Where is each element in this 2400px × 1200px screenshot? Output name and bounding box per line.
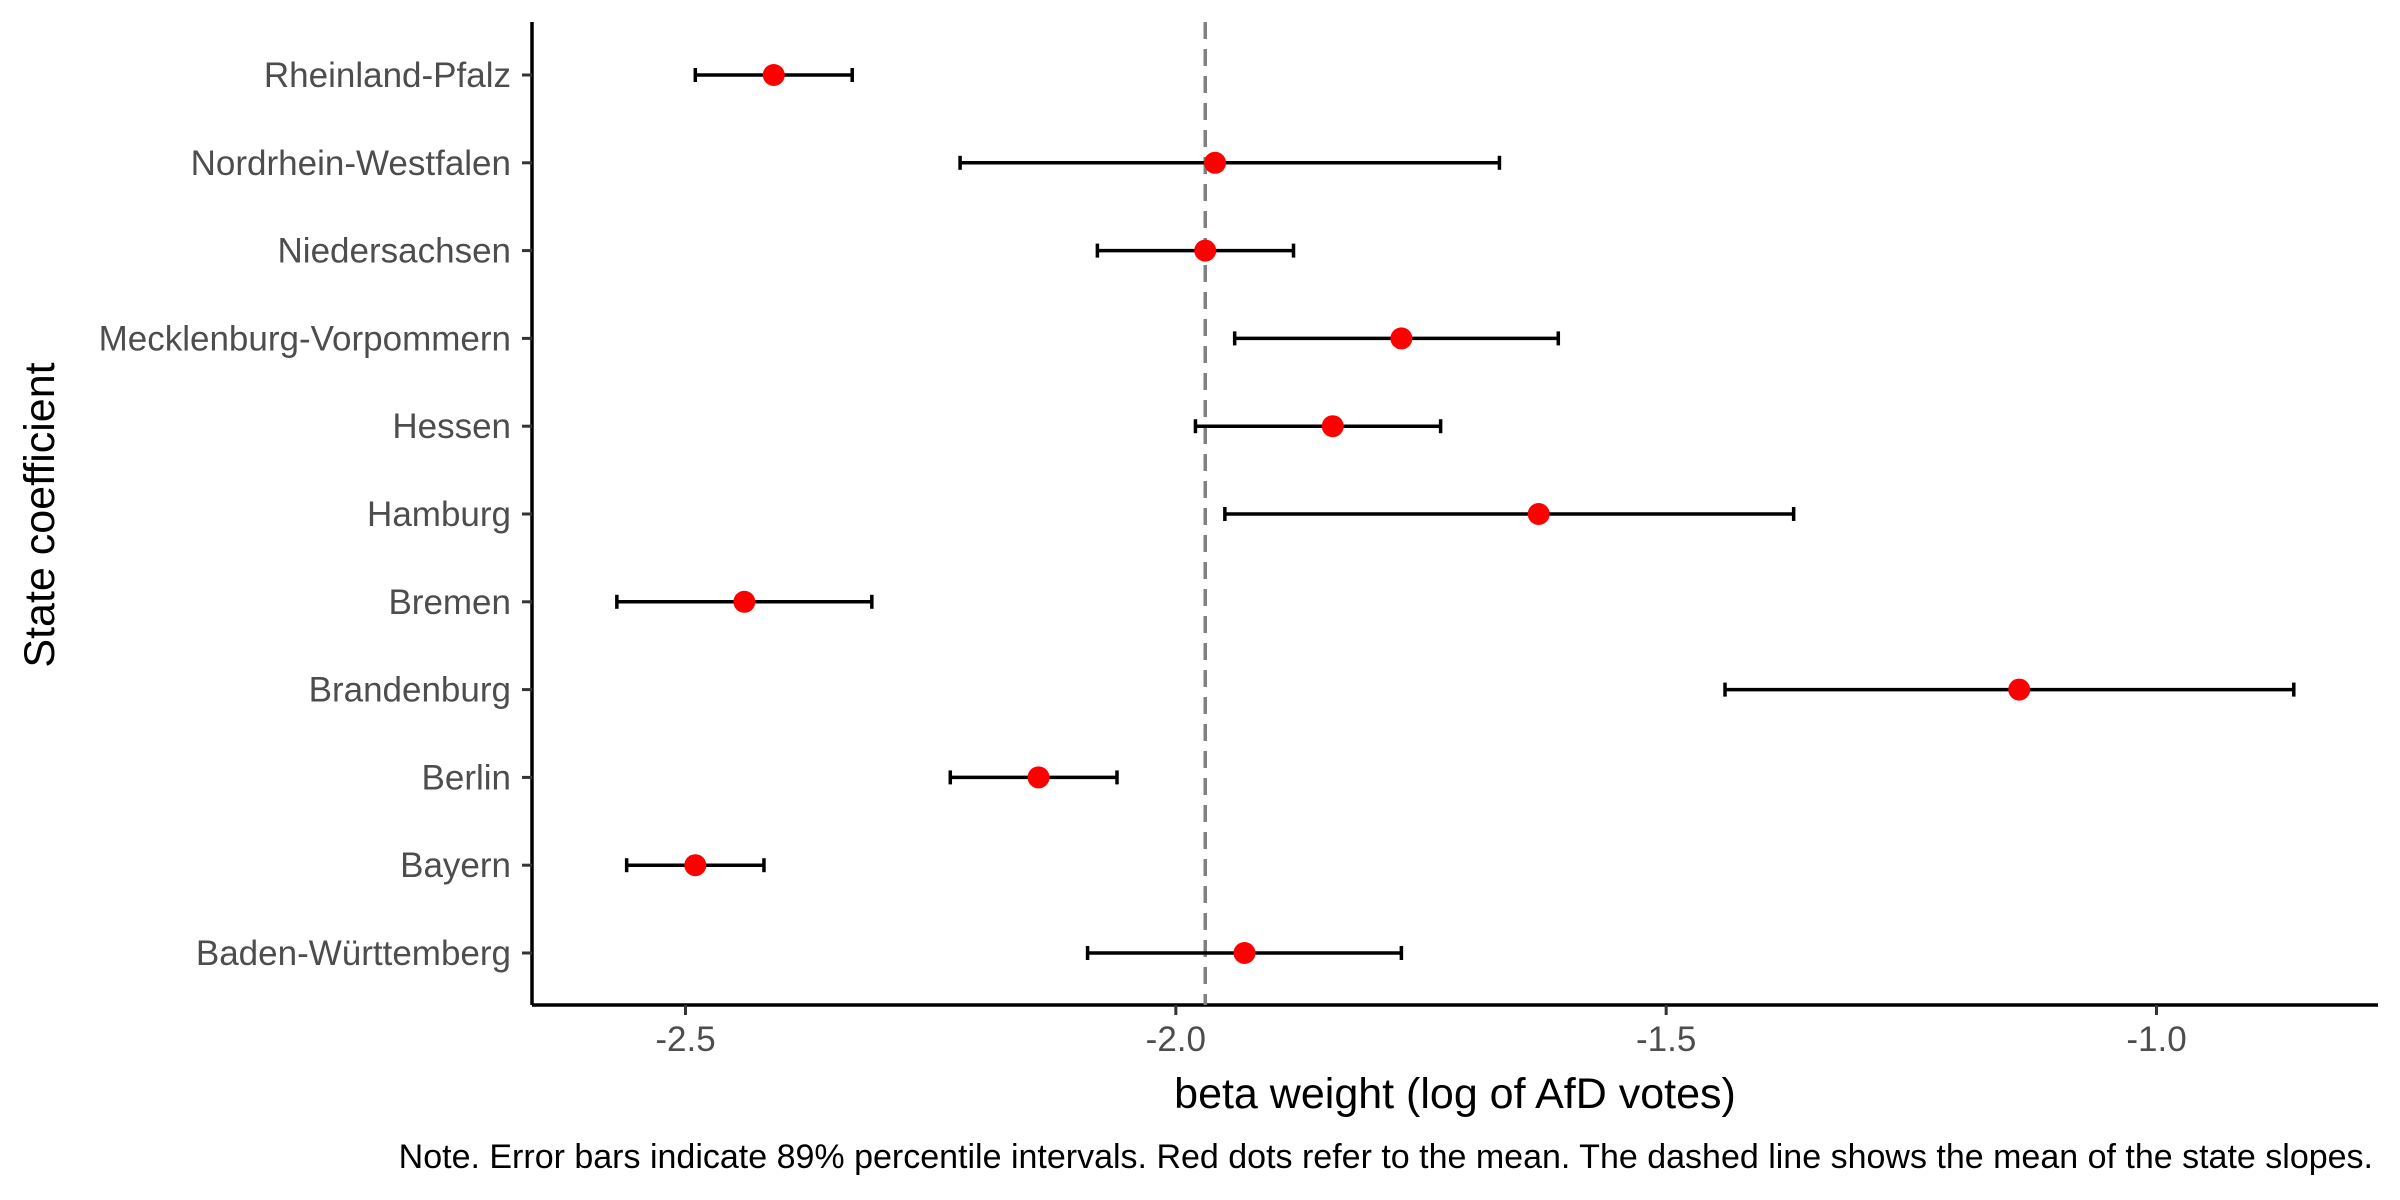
y-axis-title: State coefficient — [16, 362, 64, 667]
y-tick-label: Nordrhein-Westfalen — [191, 144, 511, 183]
x-tick-label: -2.0 — [1146, 1020, 1206, 1059]
mean-point — [762, 64, 785, 86]
y-tick-label: Bayern — [400, 846, 511, 885]
axes-layer: -2.5 -2.0 -1.5 -1.0 Baden-Württemberg Bayern B… — [99, 22, 2378, 1059]
y-tick-label: Niedersachsen — [278, 232, 511, 271]
chart-note: Note. Error bars indicate 89% percentile… — [399, 1138, 2373, 1176]
marks-layer — [615, 22, 2296, 1005]
x-tick-label: -2.5 — [655, 1020, 715, 1059]
mean-point — [1321, 415, 1344, 438]
mean-point — [2008, 678, 2031, 701]
mean-point — [684, 854, 707, 877]
y-tick-label: Rheinland-Pfalz — [264, 56, 511, 95]
x-axis-title: beta weight (log of AfD votes) — [1174, 1070, 1736, 1118]
mean-point — [1204, 151, 1227, 174]
mean-point — [1194, 239, 1217, 262]
y-tick-label: Berlin — [422, 758, 511, 797]
y-tick-label: Hessen — [392, 407, 511, 446]
y-tick-label: Mecklenburg-Vorpommern — [99, 319, 511, 358]
mean-point — [1233, 942, 1256, 964]
mean-point — [1027, 766, 1050, 789]
mean-point — [1527, 503, 1550, 525]
y-tick-label: Brandenburg — [309, 671, 511, 710]
x-tick-label: -1.5 — [1636, 1020, 1696, 1059]
mean-point — [1390, 327, 1413, 350]
y-tick-label: Baden-Württemberg — [196, 934, 511, 973]
y-tick-label: Hamburg — [367, 495, 511, 534]
x-tick-label: -1.0 — [2126, 1020, 2186, 1059]
y-tick-label: Bremen — [388, 583, 511, 622]
mean-point — [733, 590, 756, 613]
